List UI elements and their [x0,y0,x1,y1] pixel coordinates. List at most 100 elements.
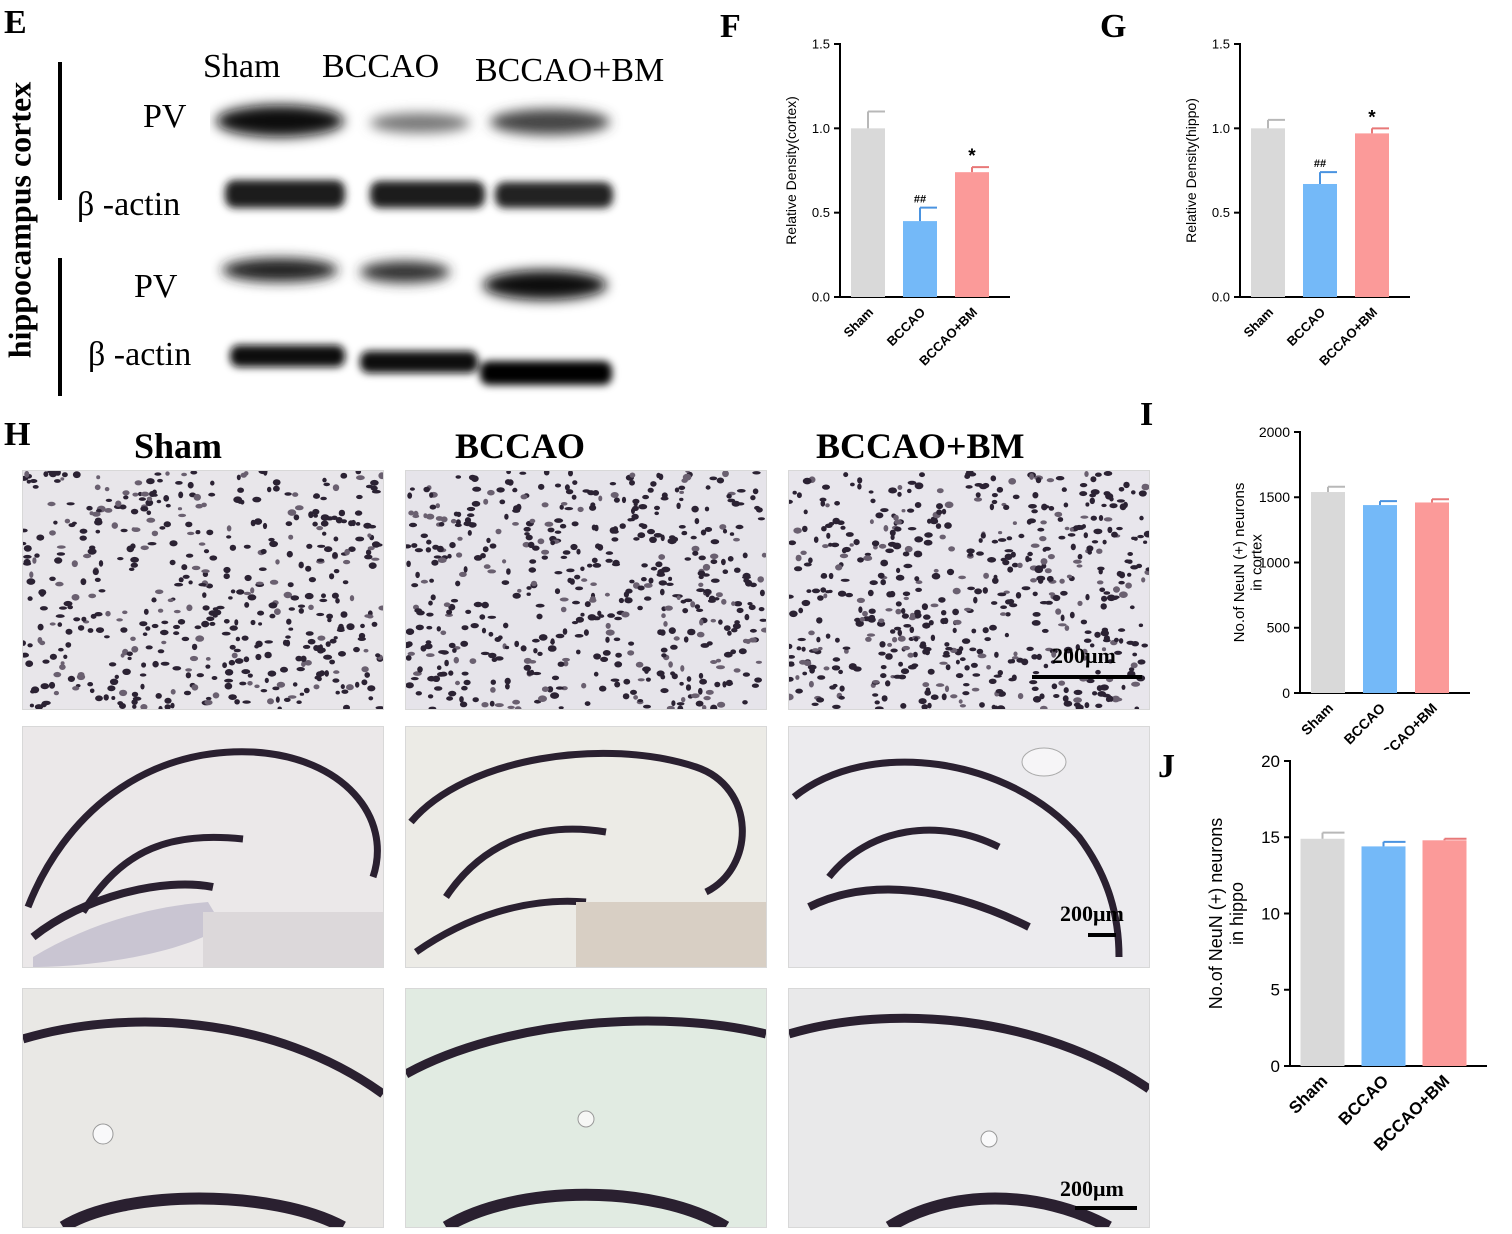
nucleus [702,573,710,577]
nucleus [103,694,109,701]
nucleus [1091,540,1099,544]
nucleus [821,526,827,532]
nucleus [666,705,675,709]
nucleus [167,598,174,603]
nucleus [1109,596,1118,601]
nucleus [160,661,170,666]
nucleus [81,616,87,622]
nucleus [165,503,171,508]
nucleus [650,566,658,571]
nucleus [818,646,823,651]
nucleus [316,671,323,678]
nucleus [456,552,463,558]
nucleus [371,541,381,548]
nucleus [699,619,704,626]
nucleus [512,699,520,705]
nucleus [151,597,157,603]
nucleus [1085,502,1090,507]
nucleus [885,680,891,687]
nucleus [49,530,56,536]
nucleus [927,668,935,675]
nucleus [216,605,225,610]
nucleus [512,488,518,493]
nucleus [832,704,841,709]
nucleus [537,651,543,656]
nucleus [735,524,744,530]
nucleus [140,683,145,690]
nucleus [991,539,999,544]
nucleus [803,562,812,567]
nucleus [913,651,918,658]
nucleus [880,673,887,679]
nucleus [336,628,345,632]
nucleus [145,626,151,631]
nucleus [488,652,497,659]
nucleus [258,622,263,626]
nucleus [142,632,148,636]
nucleus [727,630,732,636]
nucleus [1047,554,1055,560]
nucleus [976,551,984,556]
nucleus [865,636,872,642]
nucleus [881,695,888,702]
nucleus [317,635,326,641]
nucleus [825,590,831,594]
nucleus [605,636,610,643]
nucleus [1018,533,1025,539]
nucleus [130,556,139,563]
nucleus [446,696,454,701]
nucleus [1098,568,1103,575]
nucleus [591,524,597,531]
nucleus [338,651,346,657]
nucleus [930,603,939,608]
nucleus [681,530,688,535]
y-tick-label: 0.0 [1212,290,1230,305]
nucleus [857,483,862,490]
nucleus [130,562,138,568]
nucleus [894,626,902,631]
nucleus [226,525,232,532]
nucleus [941,693,947,701]
nucleus [160,629,169,636]
nucleus [797,637,806,642]
nucleus [742,575,751,580]
nucleus [178,491,184,499]
nucleus [502,559,507,564]
nucleus [408,510,415,516]
nucleus [420,533,428,539]
nucleus [622,693,630,700]
nucleus [296,700,302,704]
nucleus [288,607,295,611]
nucleus [122,610,128,615]
nucleus [1096,685,1103,692]
nucleus [710,553,719,560]
nucleus [495,528,502,535]
nucleus [165,471,170,476]
nucleus [1031,654,1038,660]
micrograph-cortex-bccao [405,470,767,710]
nucleus [308,577,316,583]
nucleus [1073,697,1082,703]
nucleus [941,610,947,616]
nucleus [929,518,939,525]
nucleus [682,473,692,481]
nucleus [628,641,635,646]
nucleus [123,495,129,500]
nucleus [902,591,911,597]
region-label-column: hippocampus cortex [0,40,40,400]
nucleus [224,682,233,690]
nucleus [152,660,159,668]
nucleus [543,471,550,476]
nucleus [924,532,933,538]
chart-j-neun-hippo: 0 5 10 15 20 No.of NeuN (+) neuronsin hippo Sh… [1206,752,1487,1155]
nucleus [1079,483,1088,488]
nucleus [593,671,599,677]
nucleus [726,493,732,499]
nucleus [637,699,644,703]
nucleus [1061,487,1067,492]
nucleus [1052,594,1061,602]
nucleus [340,684,345,690]
nucleus [435,516,444,521]
nucleus [355,471,362,475]
nucleus [901,613,909,619]
